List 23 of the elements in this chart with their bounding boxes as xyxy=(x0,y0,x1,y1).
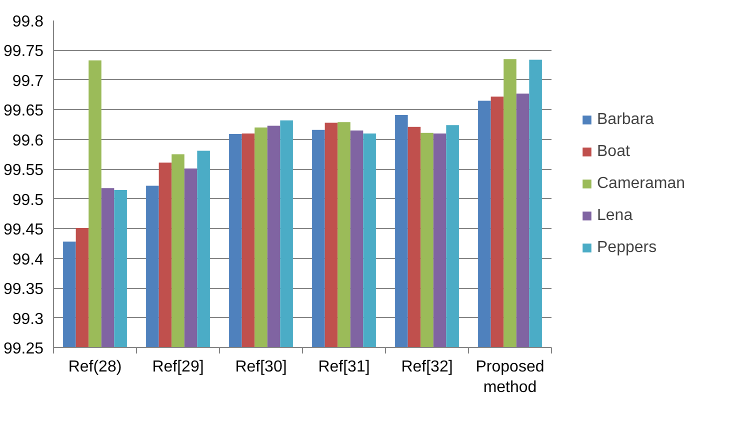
y-tick-label: 99.75 xyxy=(3,43,44,60)
legend-label: Lena xyxy=(597,206,633,224)
y-tick-label: 99.25 xyxy=(3,340,44,358)
y-tick-label: 99.5 xyxy=(12,192,44,209)
x-tick-label: Ref[29] xyxy=(152,358,204,376)
legend-label: Barbara xyxy=(597,110,654,128)
y-tick-label: 99.3 xyxy=(12,310,44,328)
x-tick-label: Ref[31] xyxy=(318,358,370,376)
y-tick-label: 99.6 xyxy=(12,132,44,150)
y-tick-label: 99.8 xyxy=(12,14,44,30)
x-tick-label: Ref[30] xyxy=(235,358,287,376)
x-tick-label: Ref[32] xyxy=(401,358,453,376)
y-tick-label: 99.35 xyxy=(3,281,44,298)
y-tick-label: 99.45 xyxy=(3,222,44,239)
y-tick-label: 99.65 xyxy=(3,102,44,120)
x-tick-label: Proposed method xyxy=(476,358,544,396)
x-tick-label: Ref(28) xyxy=(68,358,122,376)
y-tick-label: 99.55 xyxy=(3,162,44,180)
legend-label: Cameraman xyxy=(597,174,686,192)
legend-label: Peppers xyxy=(597,238,657,256)
y-tick-label: 99.7 xyxy=(12,72,44,90)
y-tick-label: 99.4 xyxy=(12,251,44,268)
legend-label: Boat xyxy=(597,142,630,160)
